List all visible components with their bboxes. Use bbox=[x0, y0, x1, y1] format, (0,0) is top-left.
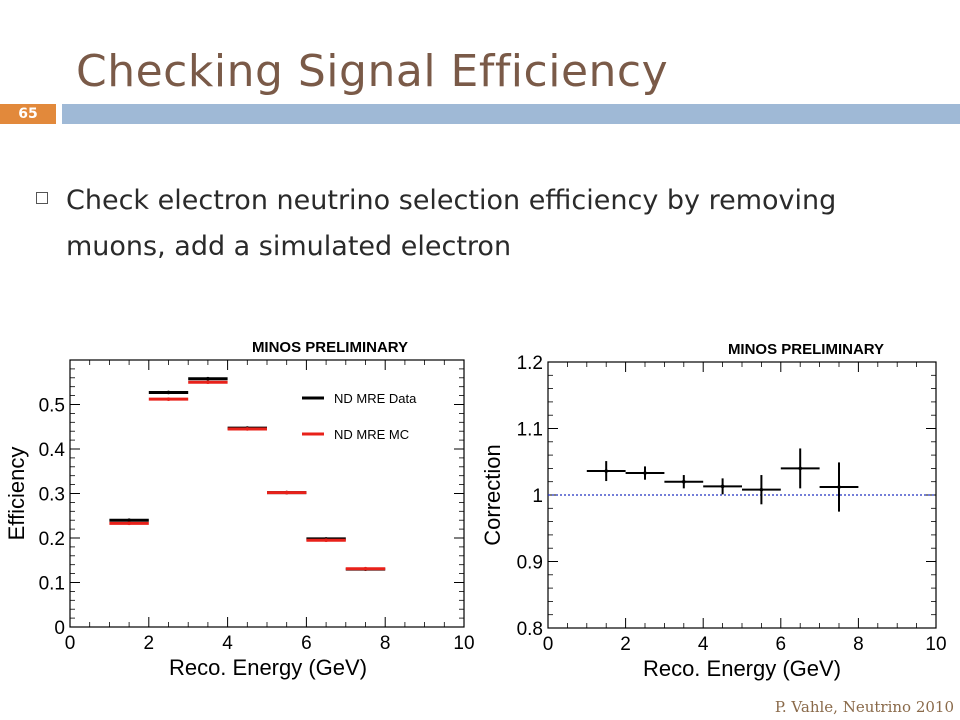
x-tick-label: 4 bbox=[222, 633, 233, 654]
y-tick-label: 0.3 bbox=[39, 485, 65, 506]
y-tick-label: 1.1 bbox=[517, 420, 543, 441]
chart-title: MINOS PRELIMINARY bbox=[252, 339, 408, 356]
x-axis-label: Reco. Energy (GeV) bbox=[643, 656, 841, 681]
chart-title: MINOS PRELIMINARY bbox=[728, 341, 884, 358]
x-tick-label: 0 bbox=[65, 633, 76, 654]
x-tick-label: 2 bbox=[144, 633, 155, 654]
y-axis-label: Correction bbox=[480, 444, 505, 545]
y-tick-label: 0.9 bbox=[517, 553, 543, 574]
y-tick-label: 0 bbox=[54, 618, 65, 639]
y-axis-label: Efficiency bbox=[4, 447, 29, 541]
data-point-marker bbox=[166, 390, 171, 395]
correction-chart: 0 2 4 6 8 10 0.8 0.9 1 1.1 1.2 MINOS PRELIMINARY Rec… bbox=[480, 341, 947, 681]
y-tick-label: 0.5 bbox=[39, 396, 65, 417]
y-tick-label: 1 bbox=[532, 486, 543, 507]
x-tick-label: 6 bbox=[776, 634, 787, 655]
x-tick-label: 6 bbox=[301, 633, 312, 654]
bullet-text: Check electron neutrino selection effici… bbox=[66, 185, 837, 262]
data-point-marker bbox=[166, 397, 171, 401]
data-point-marker bbox=[720, 484, 725, 489]
y-tick-label: 0.8 bbox=[517, 619, 543, 640]
title-underline-bar bbox=[62, 104, 960, 124]
data-point-marker bbox=[604, 469, 608, 473]
data-point-marker bbox=[837, 485, 841, 489]
data-point-marker bbox=[759, 487, 764, 492]
x-tick-label: 4 bbox=[698, 634, 709, 655]
legend-label: ND MRE Data bbox=[334, 391, 417, 406]
slide-number: 65 bbox=[0, 104, 56, 124]
y-tick-label: 0.4 bbox=[39, 440, 66, 461]
footer-credit: P. Vahle, Neutrino 2010 bbox=[774, 698, 954, 716]
y-tick-label: 0.2 bbox=[39, 529, 65, 550]
x-tick-label: 10 bbox=[925, 634, 946, 655]
data-point-marker bbox=[206, 376, 210, 381]
slide-title: Checking Signal Efficiency bbox=[76, 46, 669, 97]
data-point-marker bbox=[324, 538, 328, 543]
data-point-marker bbox=[284, 490, 289, 495]
data-point-marker bbox=[127, 521, 131, 526]
x-tick-label: 8 bbox=[853, 634, 864, 655]
data-point-marker bbox=[798, 466, 802, 471]
x-tick-label: 2 bbox=[620, 634, 631, 655]
y-tick-label: 0.1 bbox=[39, 574, 65, 595]
efficiency-chart: 0 2 4 6 8 10 0 0.1 0.2 0.3 0.4 0.5 MINOS PRELIMINARY… bbox=[4, 339, 475, 680]
x-tick-label: 0 bbox=[543, 634, 554, 655]
data-point-marker bbox=[643, 471, 647, 475]
data-point-marker bbox=[127, 518, 131, 522]
y-tick-label: 1.2 bbox=[517, 353, 543, 374]
data-point-marker bbox=[363, 566, 368, 571]
legend-label: ND MRE MC bbox=[334, 427, 409, 442]
x-tick-label: 10 bbox=[453, 633, 474, 654]
data-point-marker bbox=[245, 427, 250, 431]
x-axis-label: Reco. Energy (GeV) bbox=[169, 655, 367, 680]
x-tick-label: 8 bbox=[380, 633, 391, 654]
data-point-marker bbox=[206, 380, 210, 385]
data-point-marker bbox=[682, 479, 686, 484]
bullet-square-icon bbox=[36, 192, 48, 204]
